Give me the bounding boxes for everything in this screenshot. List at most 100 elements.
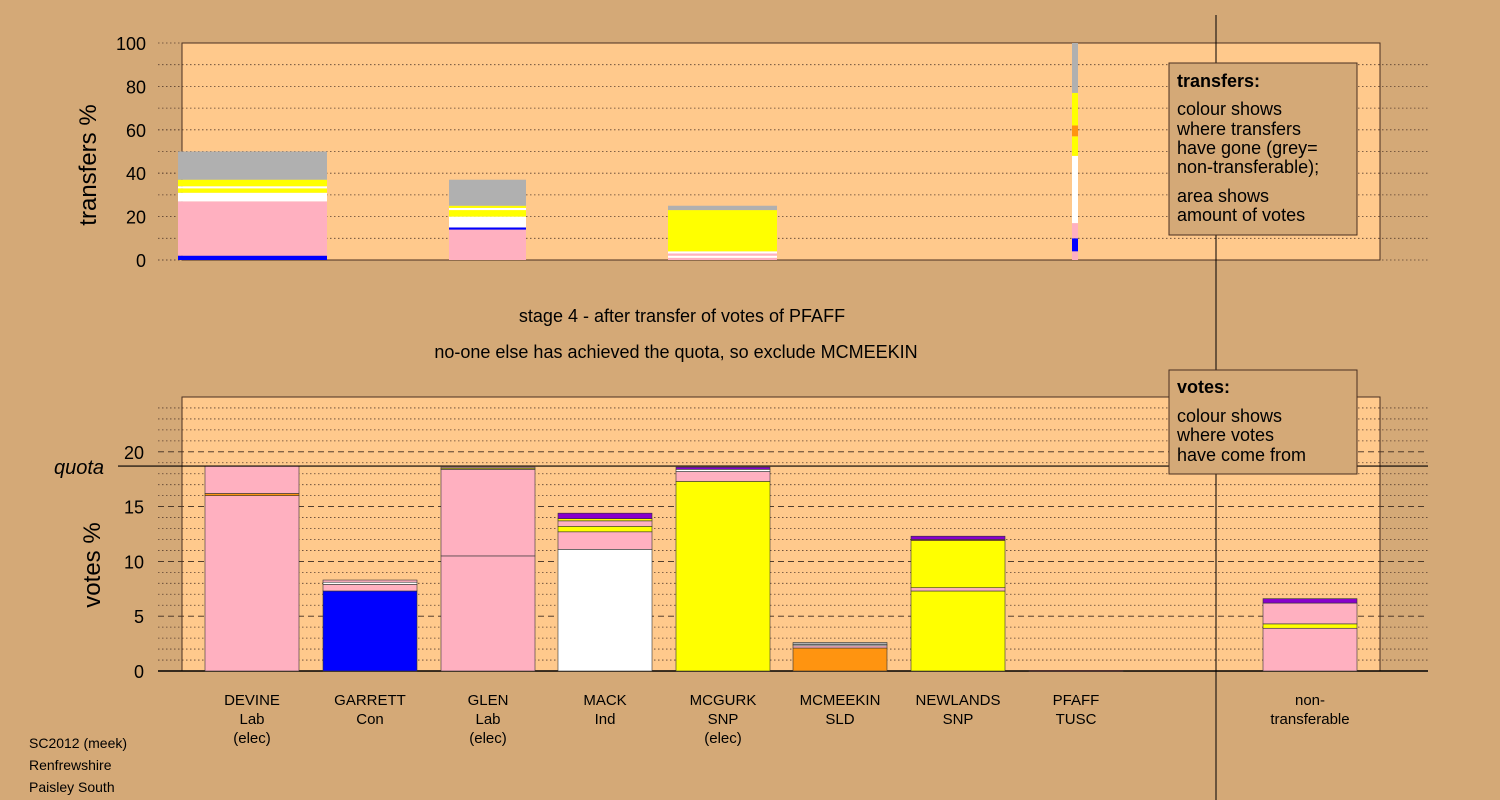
transfers-bars xyxy=(178,43,1078,260)
transfer-segment-snp xyxy=(1072,136,1078,156)
x-tick-label: (elec) xyxy=(704,730,742,747)
transfer-bar-glen xyxy=(449,179,526,260)
transfers-legend-line: where transfers xyxy=(1176,119,1301,139)
y-tick-label: 10 xyxy=(124,552,144,572)
y-tick-label: 5 xyxy=(134,607,144,627)
transfer-segment-lab xyxy=(1072,223,1078,239)
x-tick-label: SNP xyxy=(943,711,974,728)
votes-legend-title: votes: xyxy=(1177,377,1230,397)
transfers-legend-line: area shows xyxy=(1177,186,1269,206)
transfer-segment-ind xyxy=(668,255,777,258)
transfers-legend-line: amount of votes xyxy=(1177,205,1305,225)
vote-segment-lab xyxy=(557,520,653,527)
vote-bar-non xyxy=(1262,598,1358,672)
vote-segment-lab xyxy=(440,469,536,557)
transfer-segment-lab xyxy=(1072,251,1078,260)
x-tick-label: TUSC xyxy=(1056,711,1097,728)
transfer-segment-con xyxy=(1072,238,1078,252)
vote-segment-nontrans xyxy=(792,642,888,645)
vote-segment-snp xyxy=(910,540,1006,589)
vote-segment-lab xyxy=(792,645,888,649)
vote-segment-lab xyxy=(1262,627,1358,672)
transfer-bar-pfaff xyxy=(1072,43,1078,260)
y-tick-label: 80 xyxy=(126,77,146,97)
transfer-segment-nontrans xyxy=(178,151,327,180)
vote-bar-mack xyxy=(557,512,653,672)
vote-segment-lab xyxy=(204,465,300,494)
vote-bar-newlands xyxy=(910,535,1006,672)
votes-legend-line: have come from xyxy=(1177,445,1306,465)
vote-segment-snp xyxy=(557,526,653,533)
transfer-bar-mcgurk xyxy=(668,205,777,260)
vote-segment-snp xyxy=(675,481,771,672)
votes-bars xyxy=(204,465,1358,672)
vote-segment-sld xyxy=(204,493,300,496)
x-tick-label: (elec) xyxy=(469,730,507,747)
transfer-segment-con xyxy=(178,255,327,260)
transfer-segment-snp xyxy=(449,205,526,208)
transfer-bar-devine xyxy=(178,151,327,260)
quota-label: quota xyxy=(54,457,104,479)
transfers-legend-line: colour shows xyxy=(1177,99,1282,119)
x-tick-label: non- xyxy=(1295,692,1325,709)
transfer-segment-nontrans xyxy=(1072,43,1078,93)
transfer-segment-snp xyxy=(1072,92,1078,126)
transfer-segment-lab xyxy=(449,229,526,260)
transfer-segment-snp xyxy=(668,210,777,252)
vote-bar-garrett xyxy=(322,579,418,672)
stage-caption: stage 4 - after transfer of votes of PFA… xyxy=(519,306,845,326)
votes-legend: votes: colour shows where votes have com… xyxy=(1168,369,1358,475)
vote-segment-lab xyxy=(910,587,1006,592)
transfer-segment-snp xyxy=(449,210,526,217)
vote-bar-devine xyxy=(204,465,300,672)
transfers-legend-title: transfers: xyxy=(1177,71,1260,91)
x-tick-label: (elec) xyxy=(233,730,271,747)
x-tick-label: NEWLANDS xyxy=(915,692,1000,709)
footer-line: Paisley South xyxy=(29,779,115,795)
vote-segment-con xyxy=(322,590,418,672)
y-tick-label: 0 xyxy=(134,662,144,682)
vote-segment-other xyxy=(675,466,771,470)
footer-line: SC2012 (meek) xyxy=(29,735,127,751)
vote-segment-lab xyxy=(440,555,536,672)
x-tick-label: SNP xyxy=(708,711,739,728)
exclusion-caption: no-one else has achieved the quota, so e… xyxy=(434,342,917,362)
x-tick-label: transferable xyxy=(1270,711,1349,728)
vote-segment-other xyxy=(910,535,1006,540)
transfer-segment-nontrans xyxy=(668,205,777,211)
transfer-segment-lab xyxy=(178,201,327,256)
transfers-y-ticks: 0 20 40 60 80 100 xyxy=(116,34,182,271)
vote-bar-pfaff xyxy=(1028,670,1124,672)
vote-segment-snp xyxy=(1262,623,1358,629)
votes-legend-line: colour shows xyxy=(1177,406,1282,426)
vote-bar-mcmeekin xyxy=(792,642,888,672)
transfer-segment-ind xyxy=(178,186,327,189)
transfers-legend-line: have gone (grey= xyxy=(1177,138,1318,158)
y-tick-label: 20 xyxy=(124,443,144,463)
y-tick-label: 40 xyxy=(126,164,146,184)
y-tick-label: 60 xyxy=(126,121,146,141)
x-tick-label: PFAFF xyxy=(1053,692,1100,709)
vote-segment-lab xyxy=(675,471,771,482)
transfer-segment-con xyxy=(449,227,526,230)
transfer-segment-sld xyxy=(1072,125,1078,137)
x-tick-label: MCMEEKIN xyxy=(800,692,881,709)
vote-segment-ind xyxy=(322,581,418,585)
vote-segment-other xyxy=(557,512,653,519)
vote-segment-snp xyxy=(910,590,1006,672)
transfer-segment-ind xyxy=(449,216,526,228)
vote-segment-lab xyxy=(322,579,418,583)
transfer-segment-ind xyxy=(178,192,327,202)
transfer-segment-ind xyxy=(1072,155,1078,224)
y-tick-label: 100 xyxy=(116,34,146,54)
transfers-legend-line: non-transferable); xyxy=(1177,157,1319,177)
vote-segment-other xyxy=(1262,598,1358,604)
votes-x-labels: DEVINE Lab (elec) GARRETT Con GLEN Lab (elec) MA… xyxy=(224,692,1350,747)
x-tick-label: DEVINE xyxy=(224,692,280,709)
x-tick-label: Lab xyxy=(475,711,500,728)
transfer-segment-snp xyxy=(178,179,327,187)
x-tick-label: MACK xyxy=(583,692,626,709)
x-tick-label: Lab xyxy=(239,711,264,728)
vote-segment-tusc xyxy=(1028,670,1124,672)
x-tick-label: SLD xyxy=(825,711,854,728)
